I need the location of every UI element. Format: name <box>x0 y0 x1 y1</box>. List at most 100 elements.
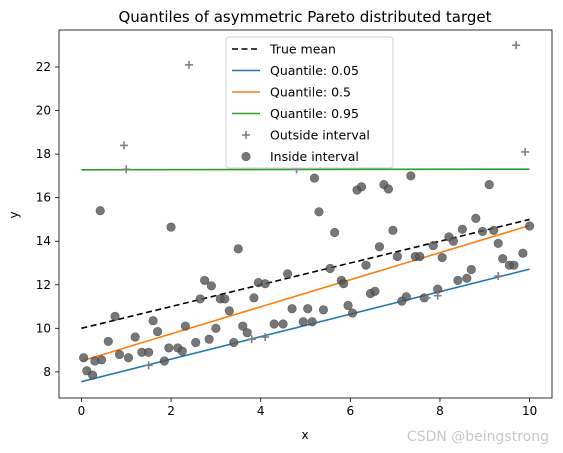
inside-point <box>166 222 176 232</box>
inside-point <box>388 225 398 235</box>
inside-point <box>374 242 385 252</box>
inside-point <box>347 308 358 318</box>
outside-point <box>144 361 153 370</box>
inside-point <box>220 294 230 304</box>
outside-point <box>433 291 442 300</box>
series-line <box>81 224 530 362</box>
inside-point <box>195 294 205 304</box>
y-tick-label: 10 <box>36 321 51 335</box>
y-tick-label: 8 <box>43 365 51 379</box>
outside-point <box>512 41 521 50</box>
inside-point <box>401 292 411 302</box>
x-tick-label: 2 <box>167 404 175 418</box>
inside-point <box>282 269 293 279</box>
y-tick-label: 16 <box>36 191 51 205</box>
inside-point <box>177 346 187 356</box>
inside-point <box>130 332 140 342</box>
outside-point <box>122 165 131 174</box>
inside-point <box>95 206 105 216</box>
inside-point <box>457 224 467 234</box>
inside-point <box>110 311 120 321</box>
inside-point <box>370 286 380 296</box>
inside-point <box>229 337 239 348</box>
x-tick-label: 6 <box>346 404 354 418</box>
series-line <box>81 168 530 171</box>
legend-box <box>225 36 394 169</box>
inside-point <box>180 321 190 331</box>
inside-point <box>153 326 163 337</box>
legend-label: Quantile: 0.05 <box>270 63 359 78</box>
inside-point <box>318 305 329 315</box>
outside-point <box>521 147 530 156</box>
y-tick-label: 18 <box>36 147 51 161</box>
inside-point <box>287 304 297 314</box>
inside-point <box>204 334 214 344</box>
inside-point <box>325 263 335 274</box>
inside-point <box>383 184 394 194</box>
outside-point <box>184 60 193 69</box>
inside-point <box>96 355 107 365</box>
y-tick-label: 12 <box>36 278 51 292</box>
chart-title: Quantiles of asymmetric Pareto distribut… <box>118 8 491 26</box>
inside-point <box>191 337 201 348</box>
inside-point <box>88 370 98 380</box>
inside-point <box>123 353 134 363</box>
inside-point <box>356 182 367 192</box>
y-tick-label: 20 <box>36 104 51 118</box>
inside-point <box>238 321 248 331</box>
inside-point <box>477 226 488 237</box>
inside-point <box>489 225 499 235</box>
inside-point <box>233 244 243 254</box>
inside-point <box>103 336 113 346</box>
inside-point <box>307 317 317 327</box>
y-tick-label: 14 <box>36 234 51 248</box>
legend-key-dot <box>241 151 251 162</box>
inside-point <box>114 349 125 360</box>
inside-point <box>518 248 528 258</box>
inside-point <box>466 264 476 275</box>
legend-label: Inside interval <box>270 149 359 164</box>
watermark-text: CSDN @beingstrong <box>406 429 549 445</box>
inside-point <box>249 293 259 303</box>
inside-point <box>392 251 402 262</box>
inside-point <box>211 323 221 333</box>
inside-point <box>144 347 154 357</box>
inside-point <box>498 254 508 264</box>
inside-point <box>200 275 210 286</box>
inside-point <box>343 300 353 311</box>
outside-point <box>119 141 128 150</box>
legend-label: Outside interval <box>270 128 370 143</box>
y-axis-label: y <box>7 211 21 218</box>
inside-point <box>453 275 463 286</box>
inside-point <box>164 343 174 353</box>
inside-point <box>148 316 158 326</box>
inside-point <box>524 221 535 231</box>
inside-point <box>484 180 494 190</box>
inside-point <box>361 260 371 270</box>
inside-point <box>269 319 279 329</box>
inside-point <box>462 273 472 283</box>
inside-point <box>493 238 503 248</box>
inside-point <box>428 240 438 251</box>
x-tick-label: 8 <box>436 404 444 418</box>
legend-label: Quantile: 0.5 <box>270 85 351 100</box>
outside-point <box>422 293 431 302</box>
inside-point <box>79 353 89 363</box>
y-tick-label: 22 <box>36 60 51 74</box>
legend-label: Quantile: 0.95 <box>270 106 359 121</box>
inside-point <box>314 207 324 217</box>
inside-point <box>242 328 252 338</box>
inside-point <box>471 213 481 223</box>
plot-area: 0 2 4 6 8 10 8 10 12 14 16 18 20 22 <box>36 29 553 418</box>
inside-point <box>309 173 320 183</box>
inside-point <box>437 252 447 263</box>
inside-point <box>278 319 288 329</box>
inside-point <box>415 251 425 262</box>
inside-point <box>509 260 519 270</box>
x-tick-label: 10 <box>522 404 537 418</box>
inside-point <box>298 317 308 327</box>
plot-marks <box>79 41 535 383</box>
inside-point <box>330 227 340 238</box>
inside-point <box>448 236 459 246</box>
